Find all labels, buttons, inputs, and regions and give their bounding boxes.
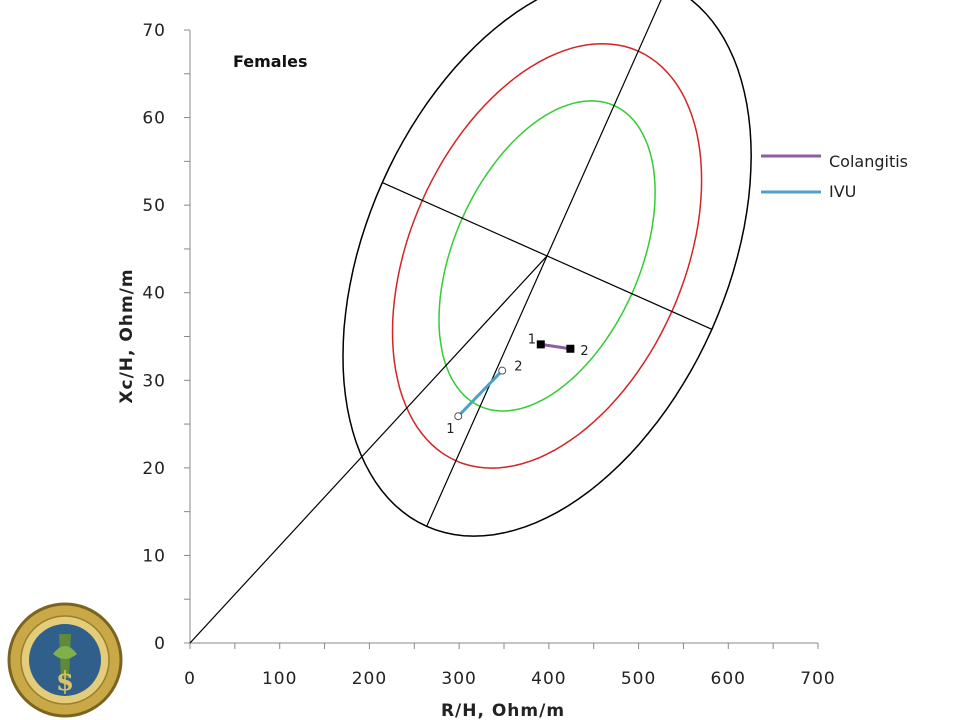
data-point (536, 340, 545, 349)
ellipse-major-axis (426, 0, 662, 527)
chart-title: Females (233, 52, 307, 71)
x-tick-label: 100 (262, 669, 297, 689)
y-tick-label: 30 (142, 371, 166, 391)
y-tick-label: 40 (142, 284, 166, 304)
data-point (454, 412, 463, 421)
y-tick-label: 50 (142, 196, 166, 216)
point-label: 1 (528, 332, 536, 347)
point-label: 2 (580, 344, 588, 359)
series-line-ivu (457, 369, 504, 418)
y-tick-label: 20 (142, 459, 166, 479)
y-tick-label: 0 (154, 634, 166, 654)
ellipses (189, 0, 752, 644)
legend: Colangitis IVU (761, 152, 908, 201)
x-tick-label: 500 (621, 669, 656, 689)
series-line-colangitis (540, 342, 571, 351)
x-tick-label: 0 (184, 669, 196, 689)
reference-line (189, 255, 548, 644)
svg-text:$: $ (56, 667, 74, 697)
legend-label-ivu: IVU (829, 182, 856, 201)
x-tick-label: 400 (531, 669, 566, 689)
y-tick-label: 60 (142, 109, 166, 129)
legend-label-colangitis: Colangitis (829, 152, 908, 171)
x-tick-label: 700 (800, 669, 835, 689)
seal-emblem-icon: $ (7, 602, 123, 718)
x-tick-label: 200 (352, 669, 387, 689)
point-label: 2 (514, 360, 522, 375)
x-tick-label: 300 (441, 669, 476, 689)
point-label: 1 (446, 422, 454, 437)
data-point (498, 366, 507, 375)
x-axis-title: R/H, Ohm/m (441, 701, 565, 720)
x-tick-label: 600 (711, 669, 746, 689)
data-point (566, 344, 575, 353)
y-axis-title: Xc/H, Ohm/m (117, 268, 137, 403)
tolerance-ellipse-3 (342, 0, 752, 537)
y-tick-label: 70 (142, 21, 166, 41)
y-tick-label: 10 (142, 546, 166, 566)
